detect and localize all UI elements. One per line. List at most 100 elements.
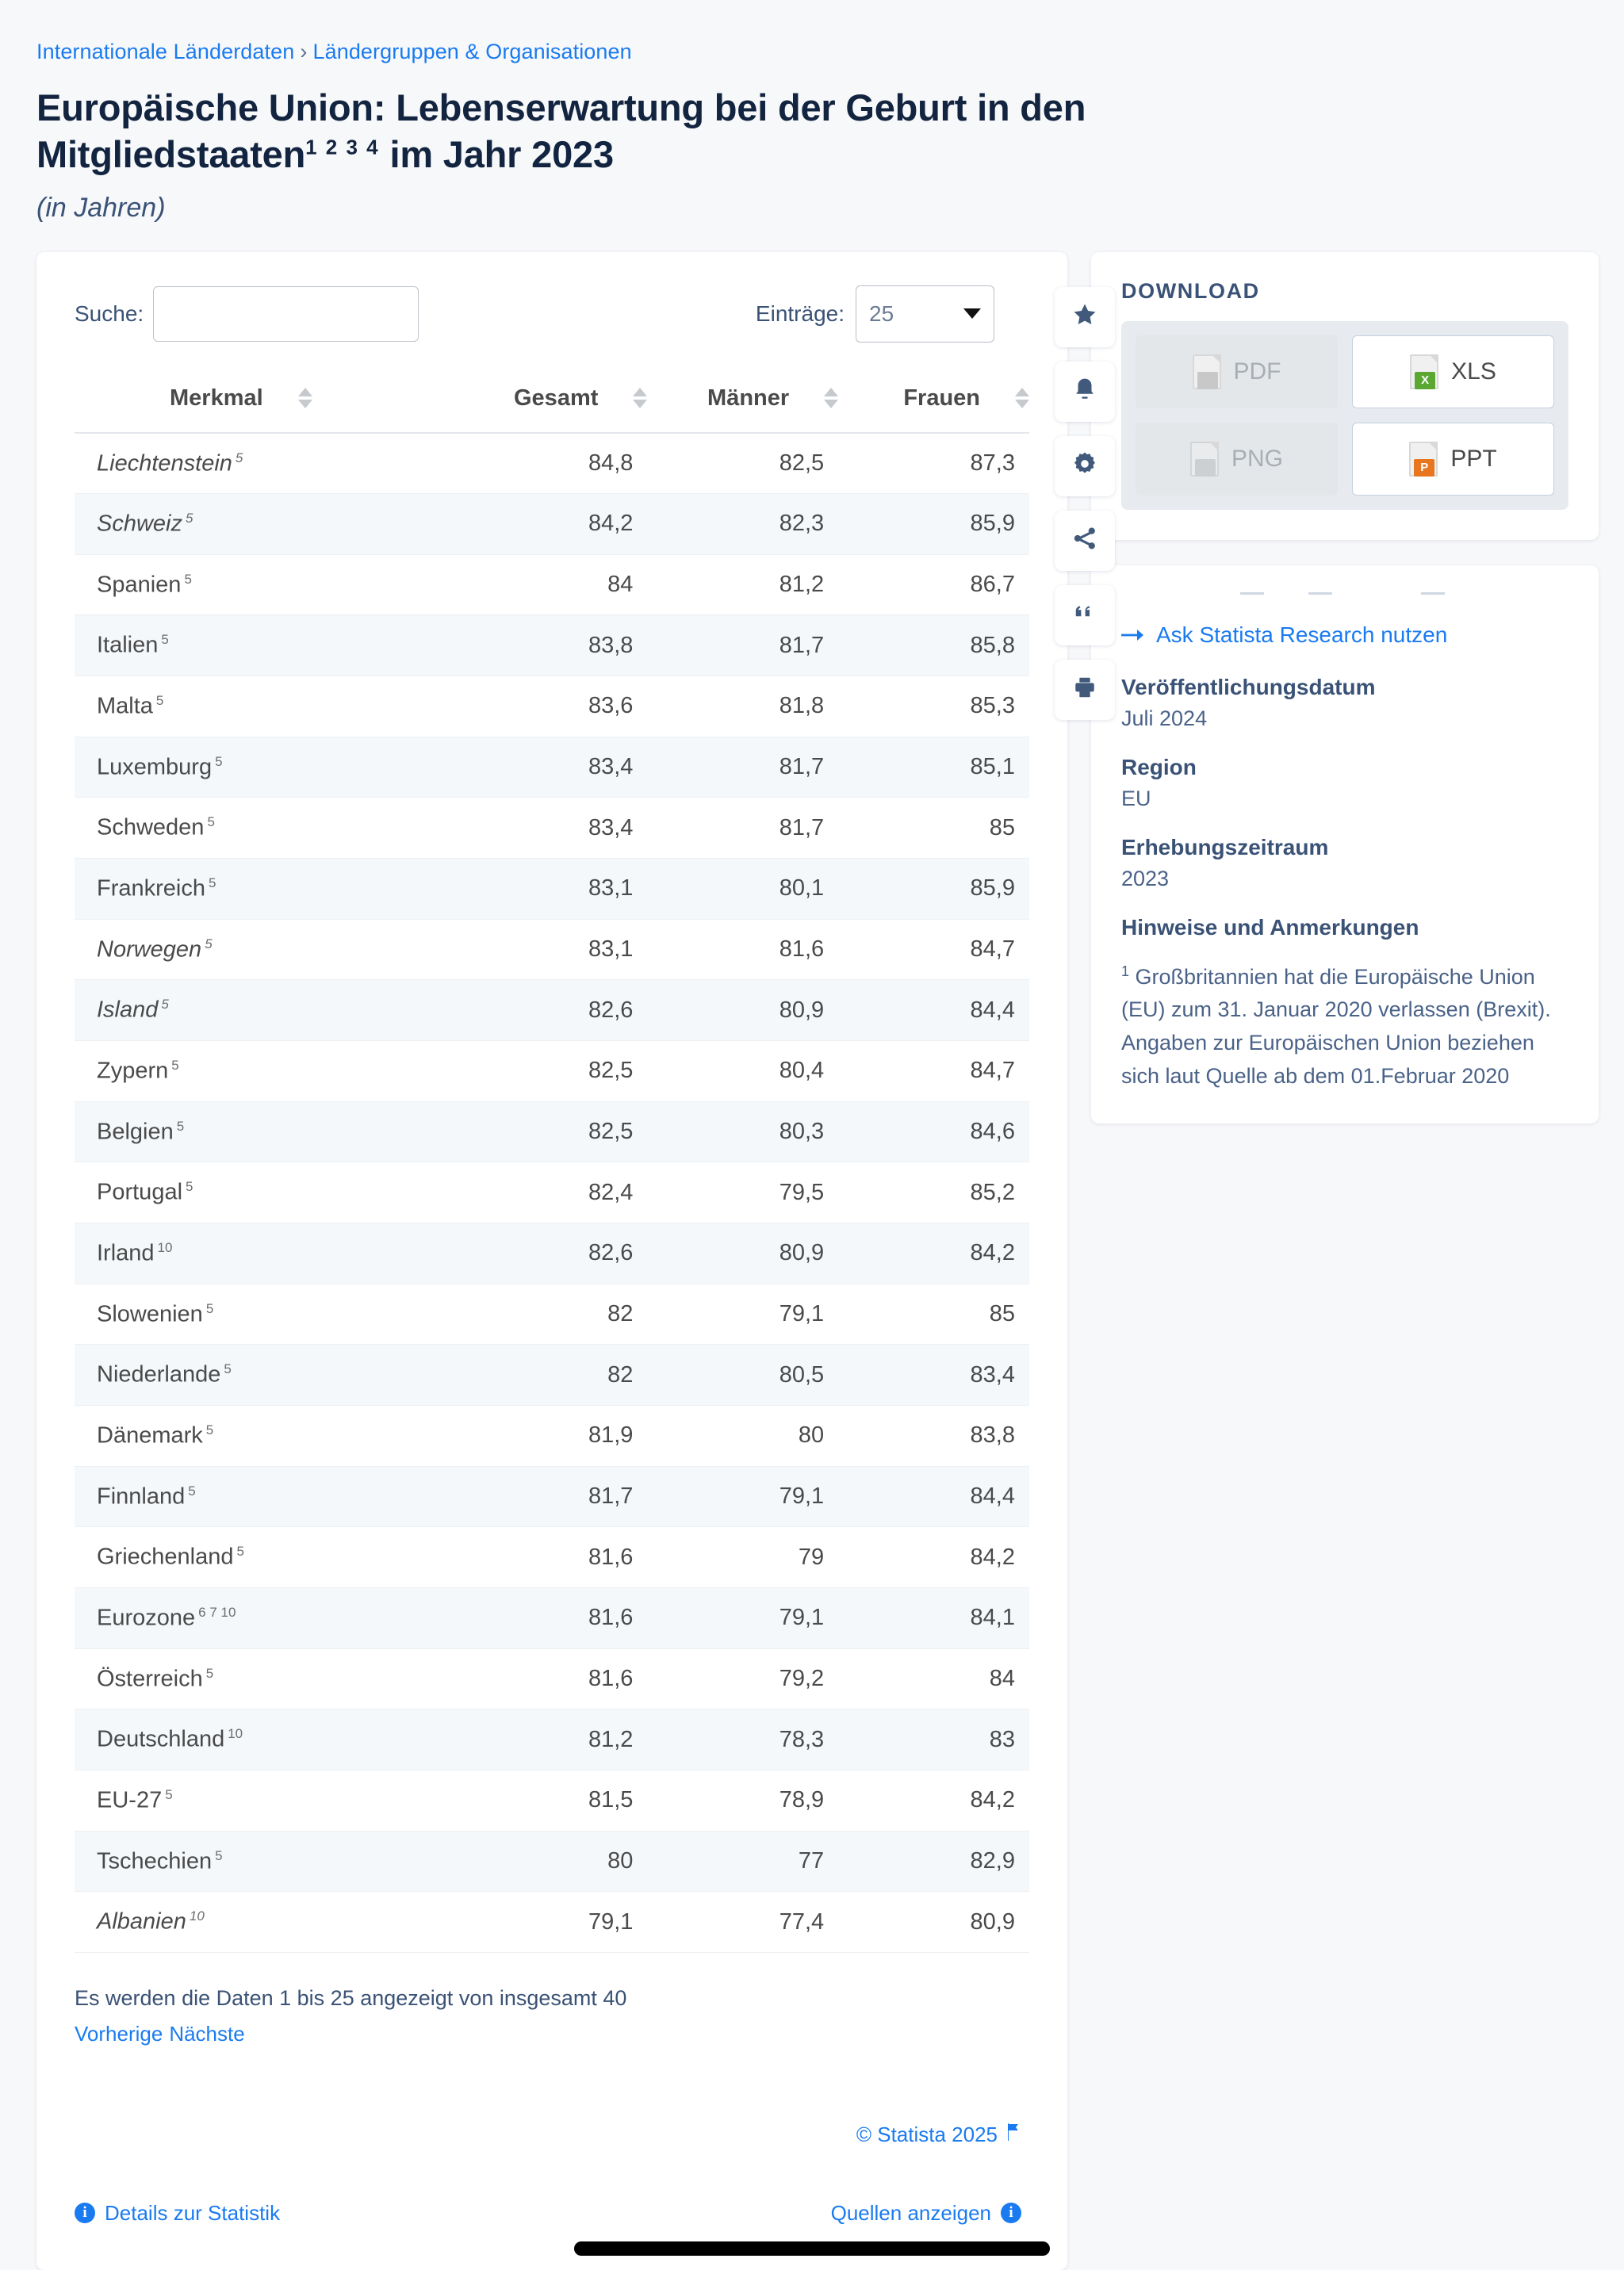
cite-button[interactable] <box>1055 584 1115 645</box>
row-footnote-marker: 5 <box>236 1544 244 1560</box>
cell-merkmal: EU-27 5 <box>75 1770 457 1832</box>
entries-select[interactable]: 25 <box>856 285 994 343</box>
pdf-file-icon <box>1192 354 1221 389</box>
cell-gesamt: 83,4 <box>456 737 648 798</box>
details-link[interactable]: i Details zur Statistik <box>75 2201 280 2226</box>
sources-link[interactable]: Quellen anzeigen i <box>831 2201 1021 2226</box>
search-input[interactable] <box>153 285 419 342</box>
table-row: Niederlande 5 82 80,5 83,4 <box>75 1344 1029 1406</box>
cell-frauen: 85,8 <box>838 614 1029 677</box>
table-row: Schweiz 5 84,2 82,3 85,9 <box>75 493 1029 555</box>
cell-merkmal: Dänemark 5 <box>75 1405 457 1467</box>
page-title-tail: im Jahr 2023 <box>379 132 614 175</box>
cell-gesamt: 82,6 <box>456 1223 648 1284</box>
cell-gesamt: 83,1 <box>456 919 648 981</box>
column-header-gesamt[interactable]: Gesamt <box>456 377 648 434</box>
cell-merkmal: Island 5 <box>75 979 457 1042</box>
table-row: Albanien 10 79,1 77,4 80,9 <box>75 1891 1029 1953</box>
breadcrumb-item-2[interactable]: Ländergruppen & Organisationen <box>312 40 632 63</box>
cell-gesamt: 83,1 <box>456 858 648 920</box>
copyright[interactable]: © Statista 2025 <box>856 2123 1021 2147</box>
cell-maenner: 81,7 <box>647 614 839 677</box>
cell-merkmal: Irland 10 <box>75 1223 457 1284</box>
entries-group: Einträge: 25 <box>756 285 994 343</box>
page-title: Europäische Union: Lebenserwartung bei d… <box>36 85 1289 178</box>
cell-gesamt: 81,7 <box>456 1466 648 1528</box>
cell-merkmal: Zypern 5 <box>75 1040 457 1102</box>
sidebar-column: DOWNLOAD PDF X XLS PNG P PPT Ask Statista Res… <box>1091 251 1599 1124</box>
cell-gesamt: 81,6 <box>456 1648 648 1710</box>
row-footnote-marker: 5 <box>205 1422 214 1437</box>
notes-superscript: 1 <box>1121 963 1130 979</box>
copyright-label: © Statista 2025 <box>856 2122 998 2146</box>
alert-button[interactable] <box>1055 361 1115 422</box>
print-button[interactable] <box>1055 659 1115 720</box>
cell-gesamt: 81,5 <box>456 1770 648 1832</box>
cell-gesamt: 83,8 <box>456 614 648 677</box>
bell-icon <box>1071 376 1098 407</box>
row-footnote-marker: 5 <box>205 1665 214 1681</box>
page-title-main: Europäische Union: Lebenserwartung bei d… <box>36 86 1086 175</box>
cell-frauen: 85 <box>838 797 1029 859</box>
cell-frauen: 85,1 <box>838 737 1029 798</box>
cell-maenner: 77 <box>647 1831 839 1893</box>
row-label: Albanien <box>97 1908 186 1935</box>
download-pdf-button: PDF <box>1136 335 1338 408</box>
ask-statista-link[interactable]: Ask Statista Research nutzen <box>1121 622 1568 648</box>
row-label: Portugal <box>97 1180 183 1206</box>
sort-icon <box>1015 388 1029 408</box>
table-row: Frankreich 5 83,1 80,1 85,9 <box>75 858 1029 920</box>
cell-maenner: 78,9 <box>647 1770 839 1832</box>
column-header-frauen-label: Frauen <box>903 385 980 411</box>
row-label: Tschechien <box>97 1848 213 1874</box>
column-header-maenner[interactable]: Männer <box>647 377 839 434</box>
region-heading: Region <box>1121 754 1197 779</box>
column-header-merkmal[interactable]: Merkmal <box>75 377 457 434</box>
favorite-button[interactable] <box>1055 286 1115 347</box>
download-xls-button[interactable]: X XLS <box>1352 335 1554 408</box>
cell-frauen: 87,3 <box>838 432 1029 495</box>
cell-merkmal: Albanien 10 <box>75 1891 457 1953</box>
cell-gesamt: 82,4 <box>456 1162 648 1224</box>
row-footnote-marker: 5 <box>188 1483 196 1499</box>
cell-frauen: 84,4 <box>838 1466 1029 1528</box>
cell-frauen: 83 <box>838 1709 1029 1770</box>
cell-frauen: 84 <box>838 1648 1029 1710</box>
download-button-label: PPT <box>1450 445 1497 472</box>
table-row: Irland 10 82,6 80,9 84,2 <box>75 1223 1029 1284</box>
breadcrumb-item-1[interactable]: Internationale Länderdaten <box>36 40 295 63</box>
cell-gesamt: 81,6 <box>456 1526 648 1588</box>
row-label: Deutschland <box>97 1726 225 1752</box>
cell-frauen: 85,2 <box>838 1162 1029 1224</box>
cell-frauen: 84,1 <box>838 1587 1029 1649</box>
row-label: Niederlande <box>97 1362 221 1388</box>
settings-button[interactable] <box>1055 435 1115 496</box>
download-button-label: XLS <box>1451 358 1496 385</box>
table-info-text: Es werden die Daten 1 bis 25 angezeigt v… <box>75 1985 627 2010</box>
table-column: Suche: Einträge: 25 <box>36 251 1115 2270</box>
cell-merkmal: Schweden 5 <box>75 797 457 859</box>
cell-merkmal: Italien 5 <box>75 614 457 677</box>
table-row: Dänemark 5 81,9 80 83,8 <box>75 1405 1029 1467</box>
cell-gesamt: 83,6 <box>456 676 648 737</box>
row-footnote-marker: 5 <box>207 814 215 830</box>
column-header-frauen[interactable]: Frauen <box>838 377 1029 434</box>
row-footnote-marker: 5 <box>186 1179 193 1195</box>
page-subtitle: (in Jahren) <box>36 192 166 223</box>
table-card: Suche: Einträge: 25 <box>36 251 1115 2270</box>
cell-frauen: 80,9 <box>838 1891 1029 1953</box>
download-ppt-button[interactable]: P PPT <box>1352 422 1554 496</box>
chevron-down-icon <box>963 308 981 319</box>
cell-merkmal: Belgien 5 <box>75 1101 457 1163</box>
share-button[interactable] <box>1055 510 1115 571</box>
flag-icon <box>1005 2123 1021 2147</box>
row-label: Schweiz <box>97 511 182 537</box>
table-row: EU-27 5 81,5 78,9 84,2 <box>75 1770 1029 1832</box>
pagination-next[interactable]: Nächste <box>169 2021 245 2046</box>
cell-frauen: 83,8 <box>838 1405 1029 1467</box>
pagination-prev[interactable]: Vorherige <box>75 2021 163 2046</box>
row-footnote-marker: 5 <box>155 693 164 709</box>
pagination: Vorherige Nächste <box>75 2022 1029 2046</box>
row-label: Irland <box>97 1240 155 1266</box>
table-row: Eurozone 6 7 10 81,6 79,1 84,1 <box>75 1587 1029 1649</box>
